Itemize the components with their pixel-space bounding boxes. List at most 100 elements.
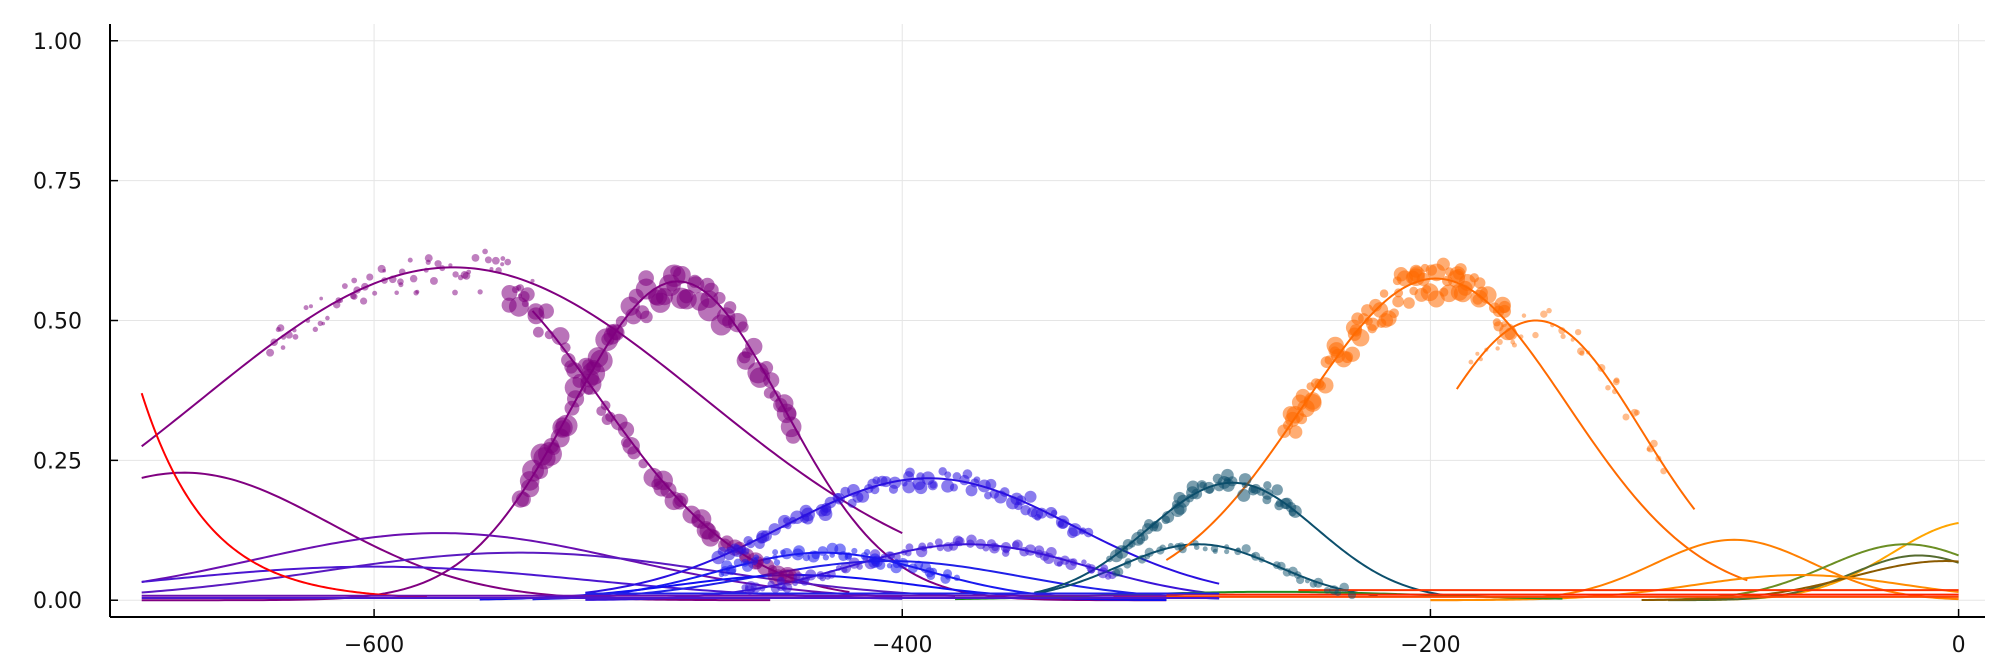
y-tick-label: 1.00 (33, 30, 82, 55)
series-2-point-67 (745, 337, 763, 356)
series-1-point-14 (564, 360, 578, 374)
series-16-point-22 (1597, 363, 1606, 372)
series-2-point-60 (723, 301, 737, 314)
series-10-point-9 (753, 554, 760, 561)
series-0-point-37 (407, 257, 413, 263)
series-10-point-10 (762, 556, 771, 565)
series-8-point-79 (1036, 507, 1048, 519)
series-9-point-59 (1012, 541, 1020, 549)
series-16-point-28 (1634, 409, 1640, 416)
series-9-point-15 (805, 569, 817, 581)
series-14-point-38 (1339, 582, 1349, 593)
series-16-point-21 (1586, 350, 1591, 355)
series-0-point-15 (321, 321, 326, 326)
series-15-point-42 (1389, 308, 1399, 319)
series-2-point-30 (615, 315, 628, 328)
series-0-point-40 (415, 289, 420, 294)
series-16-point-8 (1510, 339, 1516, 345)
series-8-point-62 (965, 484, 978, 497)
series-9-point-41 (934, 538, 943, 547)
series-15-point-17 (1317, 377, 1334, 394)
series-10-point-12 (772, 549, 779, 556)
series-15-point-41 (1378, 313, 1394, 328)
series-14-point-24 (1251, 551, 1261, 561)
series-0-point-11 (308, 304, 313, 309)
series-0-point-0 (266, 348, 275, 357)
series-0-point-57 (484, 256, 492, 264)
series-10-point-31 (864, 549, 871, 556)
series-14-point-27 (1276, 561, 1286, 571)
series-13-point-21 (1173, 502, 1187, 515)
series-8-point-16 (783, 517, 790, 524)
series-0-point-14 (319, 296, 324, 301)
series-16-point-26 (1613, 377, 1620, 384)
series-8-point-60 (959, 474, 970, 486)
series-3-line (141, 471, 771, 602)
series-16-point-16 (1560, 333, 1566, 339)
series-16-point-12 (1540, 310, 1548, 318)
series-0-point-22 (350, 293, 358, 300)
series-14-point-12 (1178, 545, 1187, 554)
series-16-point-29 (1630, 408, 1639, 417)
series-14-point-21 (1234, 548, 1242, 556)
series-9-point-71 (1069, 558, 1078, 566)
series-0-point-26 (360, 297, 368, 305)
series-13-point-5 (1122, 538, 1134, 550)
series-9-point-75 (1086, 564, 1096, 574)
series-8-point-47 (903, 471, 914, 483)
series-2-point-36 (638, 270, 654, 286)
series-0-point-7 (292, 328, 297, 333)
series-10-point-48 (945, 574, 951, 580)
series-0-point-55 (471, 253, 480, 262)
series-9-point-47 (955, 536, 965, 547)
series-9-point-40 (927, 542, 934, 549)
series-16-point-18 (1574, 328, 1582, 336)
series-9-point-33 (893, 553, 901, 561)
series-22-line (1430, 574, 1959, 602)
series-0-point-35 (398, 282, 404, 288)
y-tick-label: 0.50 (33, 310, 82, 335)
series-0-point-45 (434, 260, 442, 268)
series-14-point-6 (1144, 547, 1155, 557)
series-2-point-79 (785, 428, 801, 444)
series-1-point-4 (520, 287, 535, 302)
series-13-point-9 (1140, 533, 1149, 541)
series-0-point-24 (353, 286, 361, 294)
series-21-line (1641, 560, 1959, 602)
x-tick-label: −200 (1400, 633, 1460, 658)
series-20-line (1668, 554, 1959, 602)
series-0-point-49 (452, 271, 459, 278)
series-10-point-45 (929, 567, 938, 576)
axes (109, 24, 1985, 618)
x-tick-label: 0 (1952, 633, 1966, 658)
series-9-point-19 (827, 570, 836, 579)
series-10-point-5 (733, 558, 742, 567)
series-16-point-6 (1500, 321, 1507, 328)
series-8-point-76 (1024, 490, 1037, 503)
series-10-point-7 (741, 560, 754, 572)
series-8-point-69 (994, 490, 1008, 504)
series-15-point-59 (1420, 283, 1439, 302)
series-9-point-24 (856, 563, 863, 570)
series-1-point-27 (627, 446, 641, 460)
series-10-point-20 (811, 550, 821, 560)
series-8-point-53 (929, 481, 937, 489)
series-10-point-28 (845, 552, 853, 560)
series-2-point-41 (650, 292, 671, 313)
series-15-point-29 (1347, 327, 1362, 341)
series-9-point-4 (759, 585, 766, 592)
series-16-point-14 (1550, 322, 1555, 328)
series-0-point-61 (500, 262, 505, 267)
series-10-point-11 (772, 554, 778, 560)
series-0-point-42 (423, 267, 429, 273)
series-13-point-36 (1227, 476, 1238, 487)
series-14-point-35 (1323, 586, 1331, 594)
series-16-point-2 (1475, 351, 1480, 356)
series-2-point-14 (555, 414, 578, 437)
series-16-point-15 (1558, 327, 1566, 335)
series-9-point-14 (800, 577, 809, 586)
series-2-point-58 (713, 291, 726, 305)
series-0-point-1 (270, 338, 278, 346)
series-0-point-43 (424, 254, 433, 263)
series-14-point-37 (1334, 588, 1342, 597)
